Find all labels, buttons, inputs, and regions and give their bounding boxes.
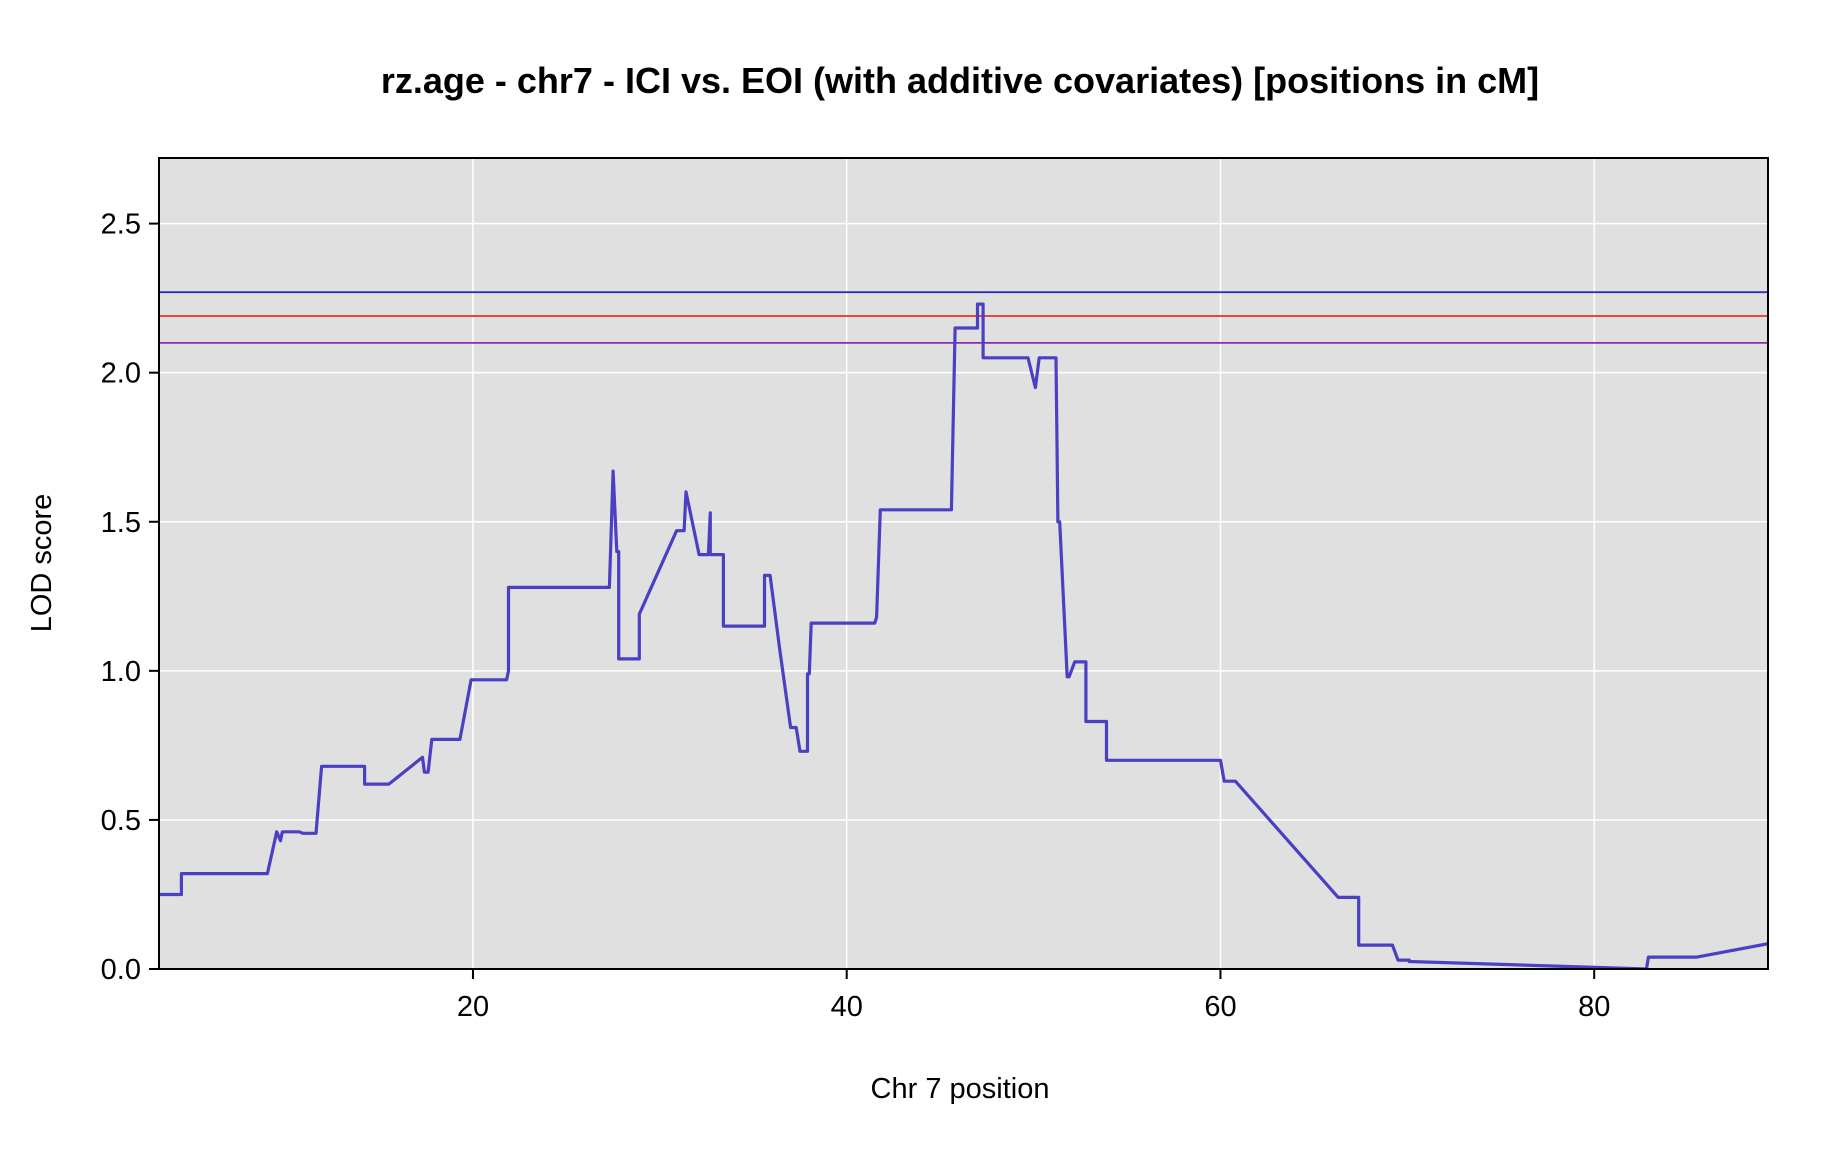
lod-series-line [159, 302, 1768, 969]
x-tick-label: 40 [831, 991, 863, 1023]
y-tick-label: 0.0 [101, 954, 141, 986]
y-tick-label: 1.5 [101, 507, 141, 539]
x-axis-label: Chr 7 position [871, 1073, 1050, 1105]
y-tick-label: 2.0 [101, 358, 141, 390]
x-tick-label: 20 [457, 991, 489, 1023]
x-tick-label: 80 [1578, 991, 1610, 1023]
y-tick-label: 1.0 [101, 656, 141, 688]
y-tick-label: 2.5 [101, 209, 141, 241]
y-tick-label: 0.5 [101, 805, 141, 837]
plot-background [159, 158, 1768, 969]
plot-area: 0.0 0.5 1.0 1.5 2.0 2.5 20 40 60 80 [101, 157, 1769, 1023]
y-axis-label: LOD score [26, 494, 58, 633]
x-tick-label: 60 [1204, 991, 1236, 1023]
plot-frame [158, 157, 1769, 970]
chart-title: rz.age - chr7 - ICI vs. EOI (with additi… [381, 60, 1539, 101]
